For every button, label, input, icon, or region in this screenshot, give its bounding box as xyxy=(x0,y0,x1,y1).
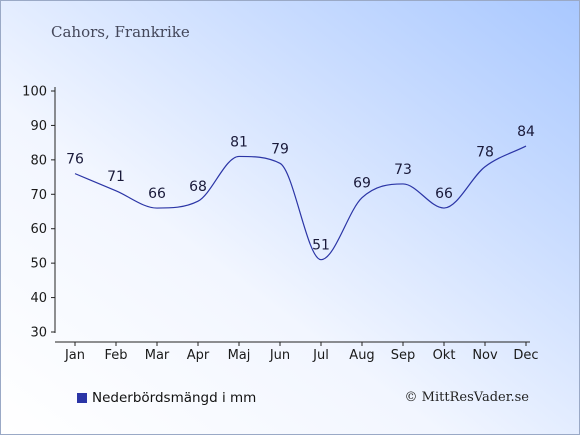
y-tick-label: 30 xyxy=(30,326,47,341)
x-tick-label: Dec xyxy=(513,348,538,363)
data-label: 73 xyxy=(394,162,412,178)
y-tick-label: 100 xyxy=(22,85,47,100)
data-label: 79 xyxy=(271,141,289,157)
y-tick-label: 50 xyxy=(30,257,47,272)
y-tick-label: 90 xyxy=(30,119,47,134)
y-tick-label: 70 xyxy=(30,188,47,203)
data-label: 51 xyxy=(312,238,330,254)
x-tick-label: Jun xyxy=(269,348,290,363)
x-tick-label: Maj xyxy=(228,348,251,363)
x-tick-label: Jan xyxy=(64,348,85,363)
data-label: 78 xyxy=(476,145,494,161)
chart-subtitle: Cahors, Frankrike xyxy=(51,23,190,41)
series-line xyxy=(74,145,527,261)
data-label: 76 xyxy=(66,152,84,168)
legend: Nederbördsmängd i mm xyxy=(77,390,256,406)
legend-label: Nederbördsmängd i mm xyxy=(92,390,257,406)
x-tick-label: Apr xyxy=(187,348,210,363)
x-tick-label: Feb xyxy=(104,348,127,363)
x-tick-label: Nov xyxy=(472,348,498,363)
credit-text: © MittResVader.se xyxy=(404,390,529,405)
data-label: 84 xyxy=(517,124,535,140)
x-tick-label: Okt xyxy=(433,348,456,363)
x-tick-label: Mar xyxy=(145,348,170,363)
data-label: 68 xyxy=(189,179,207,195)
data-label: 66 xyxy=(435,186,453,202)
y-tick-label: 60 xyxy=(30,222,47,237)
data-label: 81 xyxy=(230,134,248,150)
x-tick-label: Aug xyxy=(349,348,374,363)
x-tick-label: Sep xyxy=(391,348,416,363)
data-label: 71 xyxy=(107,169,125,185)
y-tick-label: 80 xyxy=(30,153,47,168)
data-label: 66 xyxy=(148,186,166,202)
data-label: 69 xyxy=(353,176,371,192)
x-tick-label: Jul xyxy=(312,348,329,363)
legend-swatch xyxy=(77,393,87,403)
y-tick-label: 40 xyxy=(30,291,47,306)
